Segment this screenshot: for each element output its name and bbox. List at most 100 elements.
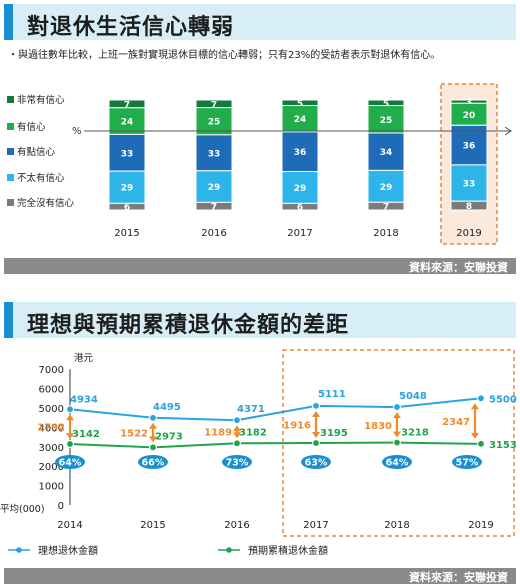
highlight-box-2017-2019 <box>282 349 515 537</box>
legend-label: 完全沒有信心 <box>17 197 75 209</box>
y-tick-label: 2000 <box>39 462 64 473</box>
ratio-label: 57% <box>456 458 479 469</box>
x-tick-label: 2016 <box>201 228 226 239</box>
x-tick-label: 2014 <box>57 520 82 531</box>
x-tick-label: 2015 <box>140 520 165 531</box>
data-point <box>312 439 320 447</box>
bar-value-label: 8 <box>466 202 472 212</box>
gap-value-label: 1522 <box>120 429 148 440</box>
arrow-up-icon <box>312 410 320 417</box>
y-tick-label: 5000 <box>39 404 64 415</box>
bar-value-label: 25 <box>380 116 393 126</box>
data-point <box>66 405 74 414</box>
arrow-down-icon <box>312 432 320 439</box>
retirement-gap-line-chart: 港元 0 1000 2000 3000 4000 5000 6000 7000 平均(000) 20… <box>0 349 517 557</box>
bar-segment <box>108 133 146 172</box>
data-value-label: 4934 <box>70 394 98 405</box>
ratio-label: 66% <box>142 458 165 469</box>
legend-swatch <box>7 174 14 181</box>
bar-value-label: 24 <box>121 118 134 128</box>
bar-segment <box>367 132 405 171</box>
bar-value-label: 33 <box>121 149 134 159</box>
bar-value-label: 24 <box>294 115 307 125</box>
data-value-label: 2973 <box>155 431 183 442</box>
data-value-label: 3153 <box>489 440 517 451</box>
gap-value-label: 1916 <box>283 420 311 431</box>
legend-label: 有信心 <box>17 121 46 133</box>
chart1-title: 對退休生活信心轉弱 <box>27 15 235 40</box>
y-tick-label: 7000 <box>39 365 64 376</box>
bar-value-label: 34 <box>380 148 393 158</box>
chart2-title: 理想與預期累積退休金額的差距 <box>27 313 350 338</box>
data-point <box>477 394 485 403</box>
bar-segment <box>281 105 319 133</box>
data-value-label: 3218 <box>401 428 429 439</box>
data-point <box>477 439 485 448</box>
data-point <box>233 416 241 425</box>
bar-segment <box>195 107 233 136</box>
bar-segment <box>108 202 146 211</box>
bar-value-label: 7 <box>124 100 130 110</box>
arrow-up-icon <box>471 403 479 410</box>
x-tick-label: 2018 <box>373 228 398 239</box>
legend-label: 理想退休金額 <box>38 544 98 557</box>
gap-value-label: 1792 <box>37 423 65 434</box>
ratio-label: 64% <box>386 458 409 469</box>
legend-label: 不太有信心 <box>17 172 65 184</box>
y-tick-label: 4000 <box>39 423 64 434</box>
data-point <box>66 440 74 448</box>
data-value-label: 5111 <box>318 389 346 400</box>
bar-value-label: 36 <box>463 142 476 152</box>
bar-value-label: 33 <box>208 149 221 159</box>
bar-segment <box>195 201 233 211</box>
bar-segment <box>195 134 233 172</box>
bar-value-label: 25 <box>208 118 221 128</box>
y-tick-label: 0 <box>58 501 64 512</box>
ratio-label: 63% <box>305 458 328 469</box>
ratio-badge <box>222 455 252 469</box>
ratio-badge <box>55 455 85 469</box>
bar-segment <box>281 131 319 172</box>
bar-value-label: 29 <box>294 184 307 194</box>
data-value-label: 3195 <box>320 428 348 439</box>
y-tick-label: 3000 <box>39 443 64 454</box>
bar-segment <box>367 169 405 203</box>
chart1-subtitle: ・與過往數年比較，上班一族對實現退休目標的信心轉弱；只有23%的受訪者表示對退休… <box>8 50 441 61</box>
ratio-badge <box>382 455 412 469</box>
series-line <box>69 441 482 449</box>
bar-value-label: 29 <box>208 183 221 193</box>
bar-value-label: 20 <box>463 111 476 121</box>
series-line <box>69 397 482 422</box>
data-value-label: 5500 <box>489 394 517 405</box>
data-point <box>233 439 241 448</box>
ratio-label: 73% <box>226 458 249 469</box>
data-value-label: 5048 <box>399 391 427 402</box>
arrow-up-icon <box>149 422 157 429</box>
ratio-badge <box>452 455 482 469</box>
bar-value-label: 29 <box>380 183 393 193</box>
legend-swatch <box>7 199 14 206</box>
bar-segment <box>367 201 405 211</box>
percent-sign: % <box>72 126 82 137</box>
bar-value-label: 29 <box>121 184 134 194</box>
x-tick-label: 2015 <box>114 228 139 239</box>
bar-segment <box>195 170 233 203</box>
chart2-title-bar: 理想與預期累積退休金額的差距 <box>4 302 516 338</box>
arrow-head-icon <box>504 126 512 136</box>
ratio-badge <box>301 455 331 469</box>
x-tick-label: 2017 <box>287 228 312 239</box>
x-tick-label: 2019 <box>468 520 493 531</box>
gap-value-label: 1189 <box>204 428 232 439</box>
x-axis-note: 平均(000) <box>0 503 45 515</box>
data-value-label: 3142 <box>72 429 100 440</box>
arrow-down-icon <box>471 432 479 439</box>
chart1-source-bar: 資料來源：安聯投資 <box>4 258 516 274</box>
arrow-down-icon <box>66 433 74 440</box>
arrow-up-icon <box>393 412 401 419</box>
chart2-source: 資料來源：安聯投資 <box>409 571 508 584</box>
legend-marker <box>16 547 22 553</box>
bar-value-label: 7 <box>383 203 389 213</box>
bar-value-label: 6 <box>124 203 130 213</box>
data-value-label: 4371 <box>237 404 265 415</box>
